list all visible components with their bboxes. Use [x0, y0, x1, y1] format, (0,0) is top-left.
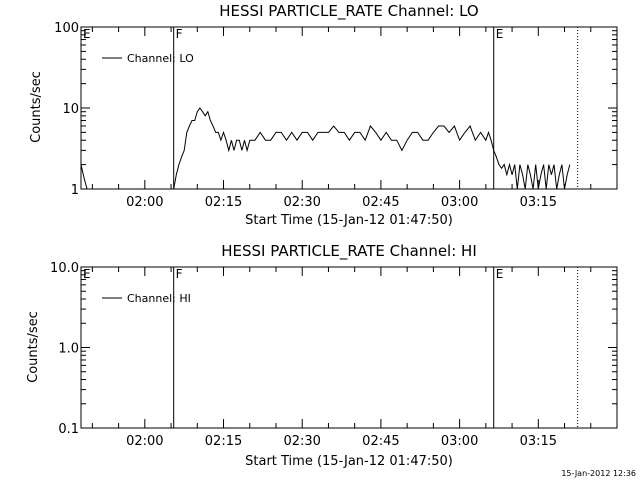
event-marker-label: F [176, 267, 183, 281]
y-tick-label: 1.0 [58, 342, 79, 357]
y-tick-label: 1 [71, 183, 79, 198]
y-tick-label: 10.0 [50, 261, 79, 276]
x-tick-label: 02:15 [205, 195, 242, 210]
y-axis-label-hi: Counts/sec [26, 311, 41, 383]
x-tick-label: 02:30 [283, 195, 320, 210]
event-marker-label: E [83, 267, 91, 281]
y-tick-label: 0.1 [58, 422, 79, 437]
y-tick-label: 100 [54, 21, 79, 36]
legend-label-hi: Channel: HI [127, 292, 191, 305]
event-marker-label: E [496, 27, 504, 41]
x-tick-label: 03:00 [441, 195, 478, 210]
x-tick-label: 02:00 [126, 195, 163, 210]
y-tick-label: 10 [62, 102, 79, 117]
event-marker-label: F [176, 27, 183, 41]
x-tick-label: 02:45 [362, 434, 399, 449]
event-marker-label: E [83, 27, 91, 41]
x-axis-label-hi: Start Time (15-Jan-12 01:47:50) [245, 454, 453, 469]
series-line [81, 107, 571, 189]
footer-timestamp: 15-Jan-2012 12:36 [561, 469, 636, 478]
chart-title-hi: HESSI PARTICLE_RATE Channel: HI [221, 242, 477, 261]
x-tick-label: 03:15 [520, 195, 557, 210]
y-axis-label-lo: Counts/sec [29, 71, 44, 143]
panel-lo: HESSI PARTICLE_RATE Channel: LO Counts/s… [29, 2, 618, 228]
event-marker-label: E [496, 267, 504, 281]
x-tick-label: 02:15 [205, 434, 242, 449]
panel-hi: HESSI PARTICLE_RATE Channel: HI Counts/s… [26, 242, 618, 469]
x-axis-label-lo: Start Time (15-Jan-12 01:47:50) [245, 213, 453, 228]
legend-label-lo: Channel: LO [127, 52, 194, 65]
x-tick-label: 03:00 [441, 434, 478, 449]
chart-title-lo: HESSI PARTICLE_RATE Channel: LO [219, 2, 478, 21]
x-tick-label: 03:15 [520, 434, 557, 449]
x-tick-label: 02:45 [362, 195, 399, 210]
x-tick-label: 02:00 [126, 434, 163, 449]
x-tick-label: 02:30 [283, 434, 320, 449]
